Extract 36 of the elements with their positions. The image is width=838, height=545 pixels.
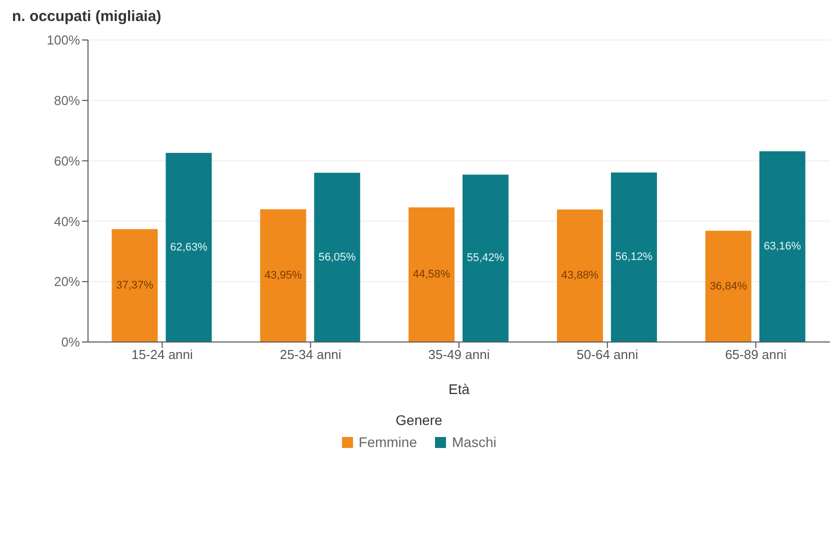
data-label: 56,05% xyxy=(318,251,356,264)
data-label: 44,58% xyxy=(412,268,450,281)
legend-label: Femmine xyxy=(358,434,417,450)
data-label: 43,88% xyxy=(561,270,599,282)
y-tick-label: 40% xyxy=(54,214,80,229)
y-tick-label: 60% xyxy=(54,153,80,168)
data-label: 62,63% xyxy=(170,241,208,254)
data-label: 36,84% xyxy=(710,280,748,292)
y-axis-title: n. occupati (migliaia) xyxy=(12,8,162,27)
legend-title: Genere xyxy=(396,412,442,428)
x-tick-label: 35-49 anni xyxy=(428,347,490,362)
data-label: 56,12% xyxy=(615,251,653,264)
bar xyxy=(314,172,360,342)
bar xyxy=(610,172,657,342)
x-tick-label: 25-34 anni xyxy=(280,347,342,362)
data-label: 37,37% xyxy=(116,279,154,292)
x-axis-title: Età xyxy=(448,381,470,397)
bar xyxy=(462,174,509,342)
data-label: 63,16% xyxy=(764,240,802,253)
bar xyxy=(408,207,455,342)
legend-label: Maschi xyxy=(451,434,496,450)
bar xyxy=(260,209,306,342)
data-label: 43,95% xyxy=(264,270,302,282)
bar xyxy=(759,151,806,342)
y-tick-label: 100% xyxy=(46,32,80,48)
x-tick-label: 65-89 anni xyxy=(725,347,787,362)
bar xyxy=(705,230,752,342)
x-tick-label: 15-24 anni xyxy=(131,347,194,362)
data-label: 55,42% xyxy=(466,252,504,264)
y-tick-label: 80% xyxy=(54,93,80,108)
x-tick-label: 50-64 anni xyxy=(576,347,638,362)
bar xyxy=(556,209,603,342)
bar xyxy=(166,152,212,342)
y-tick-label: 20% xyxy=(54,274,80,290)
y-tick-label: 0% xyxy=(61,334,80,350)
bar xyxy=(112,229,158,342)
